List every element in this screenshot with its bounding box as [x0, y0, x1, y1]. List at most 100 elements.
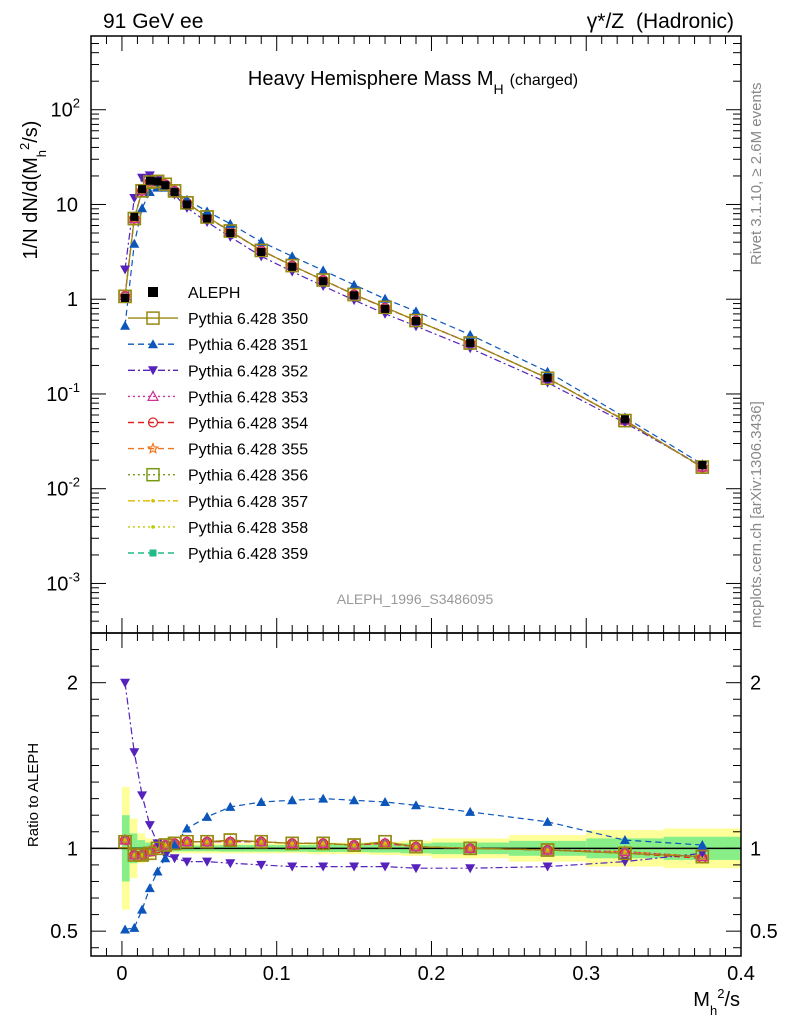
main-ytick-label: 10-3	[46, 569, 80, 595]
legend-marker	[146, 390, 160, 401]
ratio-point-pythia-6-428-355	[285, 836, 299, 849]
legend-label: ALEPH	[188, 285, 240, 302]
ratio-point-pythia-6-428-353	[541, 843, 554, 855]
ratio-point-pythia-6-428-351	[619, 835, 630, 845]
ratio-point-pythia-6-428-351	[697, 840, 708, 850]
legend-marker	[146, 442, 160, 454]
main-frame	[90, 35, 742, 634]
legend-marker	[147, 417, 159, 428]
main-point-aleph	[288, 262, 297, 271]
main-ytick-label: 102	[51, 96, 80, 122]
ratio-point-pythia-6-428-351	[144, 883, 155, 893]
main-point-pythia-6-428-351	[318, 265, 329, 275]
ratio-point-pythia-6-428-357	[185, 839, 189, 844]
main-point-pythia-6-428-350	[347, 287, 361, 302]
ratio-panel: 0.5 0.51 12 2 0 0.1 0.2 0.3 0.4 Ratio to ALEPH …	[25, 632, 778, 1018]
ratio-ytick-label-right: 2	[750, 673, 761, 695]
ratio-series-markers	[118, 678, 710, 934]
main-point-pythia-6-428-351	[349, 279, 360, 289]
main-point-pythia-6-428-350	[254, 243, 268, 258]
ratio-xtick-label: 0.2	[418, 963, 446, 985]
main-point-aleph	[350, 291, 359, 300]
ratio-y-tick-labels: 0.5 0.5 1 1 2 2	[50, 673, 778, 943]
ratio-point-pythia-6-428-353	[409, 840, 423, 852]
main-point-aleph	[161, 181, 170, 190]
main-point-aleph	[203, 214, 212, 223]
main-point-pythia-6-428-350	[409, 313, 423, 328]
ratio-point-pythia-6-428-353	[317, 837, 330, 848]
legend-label: Pythia 6.428 357	[188, 494, 308, 511]
main-point-pythia-6-428-350	[135, 184, 149, 198]
legend-entry-pythia-6-428-350: Pythia 6.428 350	[128, 311, 308, 328]
main-title-text: Heavy Hemisphere Mass M	[248, 68, 494, 90]
ratio-point-pythia-6-428-350	[285, 836, 299, 851]
ratio-point-pythia-6-428-357	[228, 839, 233, 844]
header-right-process: γ*/Z	[587, 10, 625, 33]
ratio-point-pythia-6-428-350	[143, 846, 157, 861]
ratio-line-pythia-6-428-351	[124, 797, 703, 931]
legend-entry-pythia-6-428-356: Pythia 6.428 356	[128, 468, 308, 485]
ratio-point-pythia-6-428-350	[118, 834, 132, 849]
ratio-point-pythia-6-428-353	[159, 838, 172, 850]
ratio-line-pythia-6-428-352	[124, 682, 703, 869]
ratio-point-pythia-6-428-351	[411, 800, 421, 810]
ratio-point-pythia-6-428-357	[148, 849, 152, 854]
main-point-pythia-6-428-352	[129, 194, 140, 204]
ratio-point-pythia-6-428-352	[318, 862, 329, 872]
ratio-point-pythia-6-428-357	[623, 849, 627, 854]
ratio-point-pythia-6-428-353	[255, 835, 268, 847]
legend: ALEPH Pythia 6.428 350 Pythia 6.428 351 Pyt…	[128, 285, 308, 563]
ratio-point-pythia-6-428-357	[414, 844, 418, 849]
ratio-ytick-label: 1	[67, 838, 78, 860]
ratio-point-pythia-6-428-350	[223, 833, 238, 847]
main-point-pythia-6-428-350	[618, 413, 632, 428]
main-point-pythia-6-428-350	[127, 211, 142, 226]
ratio-point-pythia-6-428-355	[224, 835, 237, 848]
legend-marker	[151, 525, 155, 529]
ratio-xtick-label: 0	[116, 963, 127, 985]
ratio-point-pythia-6-428-351	[202, 811, 213, 821]
legend-entry-pythia-6-428-352: Pythia 6.428 352	[128, 363, 308, 380]
main-point-aleph	[121, 294, 130, 303]
ratio-point-pythia-6-428-350	[540, 843, 555, 857]
svg-text:γ*/Z (Hadronic): γ*/Z (Hadronic)	[587, 10, 734, 33]
ratio-point-pythia-6-428-351	[256, 796, 267, 806]
ratio-point-pythia-6-428-350	[409, 839, 423, 854]
ratio-point-pythia-6-428-355	[118, 833, 132, 846]
legend-label: Pythia 6.428 355	[188, 442, 308, 459]
ratio-point-pythia-6-428-350	[695, 849, 710, 864]
header-right-suffix: (Hadronic)	[636, 10, 734, 33]
legend-marker	[151, 499, 155, 503]
ratio-point-pythia-6-428-352	[225, 859, 236, 869]
ratio-point-pythia-6-428-352	[256, 860, 267, 870]
main-y-tick-labels: 10-3 10-2 10-1 1 10 102	[46, 96, 80, 596]
legend-entry-aleph: ALEPH	[148, 285, 240, 302]
main-point-aleph	[381, 304, 390, 313]
ratio-point-pythia-6-428-352	[129, 748, 140, 758]
ratio-point-pythia-6-428-353	[128, 848, 141, 860]
ratio-point-pythia-6-428-357	[140, 853, 144, 857]
main-point-aleph	[130, 212, 139, 221]
x-axis-label: Mh2/s	[693, 986, 740, 1018]
ratio-point-pythia-6-428-353	[201, 835, 214, 847]
ratio-point-pythia-6-428-355	[316, 836, 330, 849]
ratio-point-pythia-6-428-351	[160, 853, 171, 863]
ratio-point-pythia-6-428-355	[180, 835, 194, 848]
ratio-xtick-label: 0.1	[263, 963, 291, 985]
ratio-point-pythia-6-428-352	[697, 849, 708, 859]
main-point-aleph	[145, 176, 154, 185]
ratio-point-pythia-6-428-355	[347, 838, 361, 851]
ratio-point-pythia-6-428-350	[200, 834, 214, 849]
main-point-pythia-6-428-351	[542, 366, 553, 376]
main-panel: 10-3 10-2 10-1 1 10 102 Heavy Hemisphere Mass…	[17, 35, 742, 634]
main-point-aleph	[620, 415, 629, 424]
main-point-pythia-6-428-351	[256, 236, 267, 246]
ratio-axis-ticks	[91, 633, 742, 956]
legend-marker	[146, 311, 160, 325]
ratio-point-pythia-6-428-353	[180, 835, 193, 847]
ratio-point-pythia-6-428-351	[349, 795, 360, 805]
legend-label: Pythia 6.428 359	[188, 546, 308, 563]
ratio-point-pythia-6-428-352	[287, 862, 298, 872]
ratio-point-pythia-6-428-357	[321, 841, 325, 846]
